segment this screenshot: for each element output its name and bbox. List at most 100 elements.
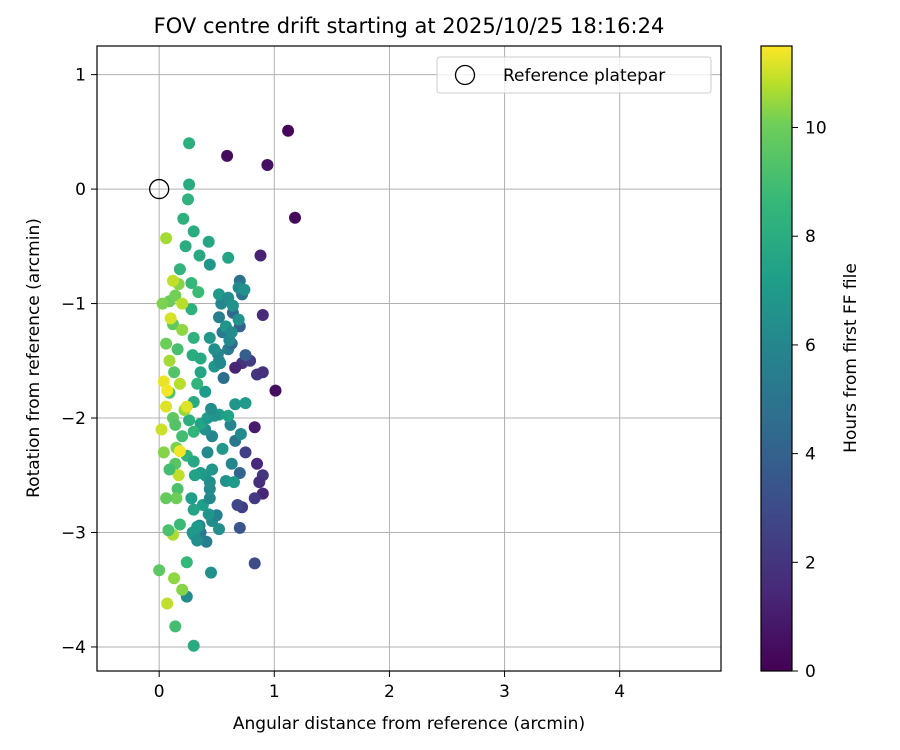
data-point <box>160 492 173 505</box>
x-tick-label: 1 <box>269 682 280 702</box>
data-point <box>179 240 192 253</box>
data-point <box>225 326 238 339</box>
data-point <box>233 467 246 479</box>
data-point <box>193 249 206 262</box>
data-point <box>248 421 261 434</box>
colorbar-tick-label: 4 <box>805 445 816 465</box>
data-point <box>225 457 238 470</box>
legend-marker-circle-icon <box>454 64 476 86</box>
y-tick-label: 1 <box>75 66 86 86</box>
data-point <box>187 455 200 468</box>
data-point <box>163 463 176 476</box>
data-point <box>173 263 186 276</box>
colorbar-tick-label: 2 <box>805 553 816 573</box>
x-tick-label: 3 <box>499 682 510 702</box>
data-point <box>229 398 242 411</box>
x-tick-label: 2 <box>384 682 395 702</box>
data-point <box>157 446 170 459</box>
colorbar-tick-label: 0 <box>805 662 816 682</box>
data-point <box>221 149 234 162</box>
y-tick-label: −3 <box>61 523 86 543</box>
legend-box <box>436 56 712 94</box>
data-point <box>289 211 301 224</box>
y-axis-ticks: 1 0 −1 −2 −3 −4 <box>61 66 97 658</box>
data-point <box>248 492 261 505</box>
data-point <box>161 597 174 610</box>
data-point <box>248 557 261 570</box>
data-point <box>157 375 170 388</box>
y-tick-label: 0 <box>75 180 86 200</box>
data-point <box>163 354 176 367</box>
data-point <box>187 331 200 344</box>
x-tick-label: 4 <box>614 682 625 702</box>
data-point <box>187 425 200 438</box>
data-point <box>229 361 242 374</box>
data-point <box>231 499 244 511</box>
data-point <box>155 423 168 436</box>
data-point <box>213 288 225 301</box>
data-point <box>170 492 183 505</box>
data-points <box>149 124 301 652</box>
data-point <box>156 297 169 310</box>
data-point <box>187 639 200 652</box>
data-point <box>173 518 186 531</box>
data-point <box>256 366 269 379</box>
data-point <box>238 283 251 296</box>
data-point <box>199 385 212 398</box>
data-point <box>185 303 198 316</box>
data-point <box>168 572 181 585</box>
colorbar-ticks: 0 2 4 6 8 10 <box>792 119 827 682</box>
data-point <box>202 235 215 248</box>
x-axis-ticks: 0 1 2 3 4 <box>154 671 625 702</box>
colorbar-gradient <box>760 45 793 672</box>
data-point <box>261 159 274 171</box>
x-axis-label: Angular distance from reference (arcmin) <box>233 714 585 734</box>
y-tick-label: −2 <box>61 409 86 429</box>
data-point <box>182 193 194 206</box>
legend: Reference platepar <box>436 56 712 94</box>
legend-label: Reference platepar <box>503 66 665 86</box>
reference-platepar-marker <box>149 178 170 200</box>
data-point <box>205 402 217 415</box>
colorbar-label: Hours from first FF file <box>841 263 861 453</box>
data-point <box>160 232 173 245</box>
data-point <box>171 483 184 495</box>
data-point <box>222 251 235 264</box>
data-point <box>239 349 252 362</box>
data-point <box>176 583 189 596</box>
data-point <box>161 384 174 397</box>
data-point <box>183 137 196 150</box>
data-point <box>168 366 181 379</box>
data-point <box>200 535 213 548</box>
chart-title: FOV centre drift starting at 2025/10/25 … <box>154 14 665 38</box>
data-point <box>206 463 219 476</box>
data-point <box>160 400 173 413</box>
data-point <box>191 377 204 390</box>
data-point <box>202 508 215 521</box>
data-point <box>203 331 216 344</box>
data-point <box>233 521 246 534</box>
data-point <box>164 312 177 325</box>
data-point <box>177 212 190 225</box>
data-point <box>176 430 189 443</box>
data-point <box>213 523 225 536</box>
data-point <box>185 277 198 289</box>
data-point <box>201 446 214 459</box>
data-point <box>239 446 252 459</box>
data-point <box>176 297 189 310</box>
data-point <box>172 469 185 482</box>
data-point <box>269 384 282 397</box>
data-point <box>173 445 186 458</box>
data-point <box>194 352 207 365</box>
data-point <box>213 311 225 324</box>
data-point <box>169 418 182 431</box>
data-point <box>180 400 193 413</box>
data-point <box>251 457 263 470</box>
data-point <box>216 442 229 455</box>
data-point <box>222 409 235 422</box>
data-point <box>205 566 217 579</box>
data-point <box>226 299 239 312</box>
data-point <box>194 366 207 379</box>
data-point <box>191 534 204 547</box>
